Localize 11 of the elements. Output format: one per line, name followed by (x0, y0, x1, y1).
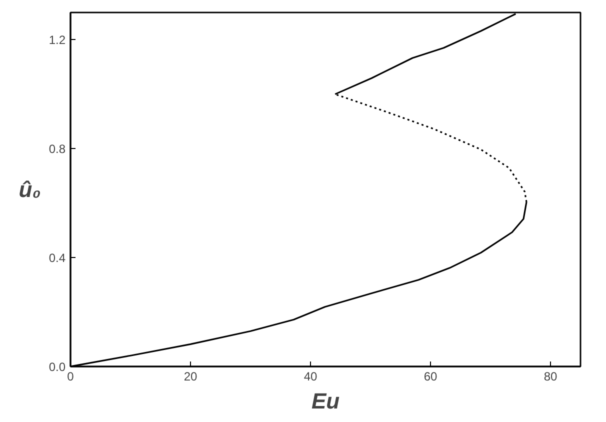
x-tick-label: 0 (67, 370, 74, 384)
y-tick-label: 0.4 (48, 251, 66, 266)
x-tick-label: 60 (424, 370, 438, 384)
x-axis-title: Eu (311, 388, 340, 414)
x-tick-label: 80 (544, 370, 558, 384)
y-axis-title: û₀ (18, 177, 41, 202)
x-tick-label: 40 (304, 370, 318, 384)
x-tick-label: 20 (184, 370, 198, 384)
y-tick-label: 1.2 (48, 33, 66, 48)
y-tick-label: 0.8 (48, 142, 66, 156)
y-tick-label: 0.0 (48, 360, 66, 374)
